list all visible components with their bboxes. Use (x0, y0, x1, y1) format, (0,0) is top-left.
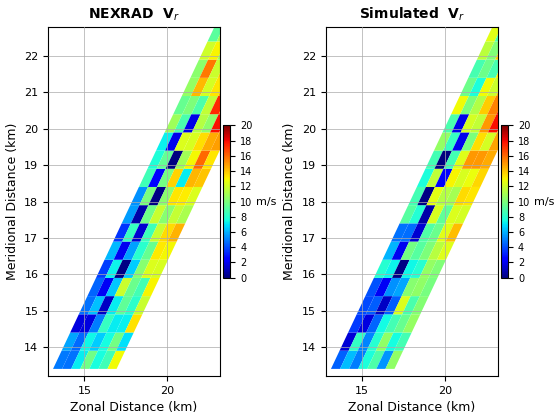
Title: Simulated  V$_r$: Simulated V$_r$ (359, 5, 465, 23)
Y-axis label: Meridional Distance (km): Meridional Distance (km) (283, 123, 296, 280)
X-axis label: Zonal Distance (km): Zonal Distance (km) (71, 402, 198, 415)
X-axis label: Zonal Distance (km): Zonal Distance (km) (348, 402, 475, 415)
Y-axis label: m/s: m/s (534, 197, 554, 207)
Title: NEXRAD  V$_r$: NEXRAD V$_r$ (88, 7, 180, 23)
Y-axis label: Meridional Distance (km): Meridional Distance (km) (6, 123, 18, 280)
Y-axis label: m/s: m/s (256, 197, 277, 207)
